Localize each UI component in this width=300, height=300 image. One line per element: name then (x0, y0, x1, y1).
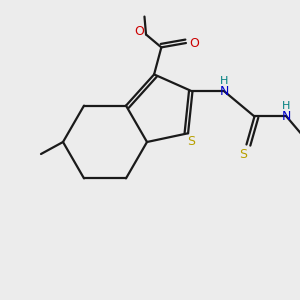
Text: S: S (187, 135, 195, 148)
Text: N: N (220, 85, 229, 98)
Text: S: S (239, 148, 247, 161)
Text: H: H (220, 76, 229, 86)
Text: O: O (134, 25, 144, 38)
Text: O: O (189, 37, 199, 50)
Text: N: N (282, 110, 291, 123)
Text: H: H (282, 101, 291, 112)
